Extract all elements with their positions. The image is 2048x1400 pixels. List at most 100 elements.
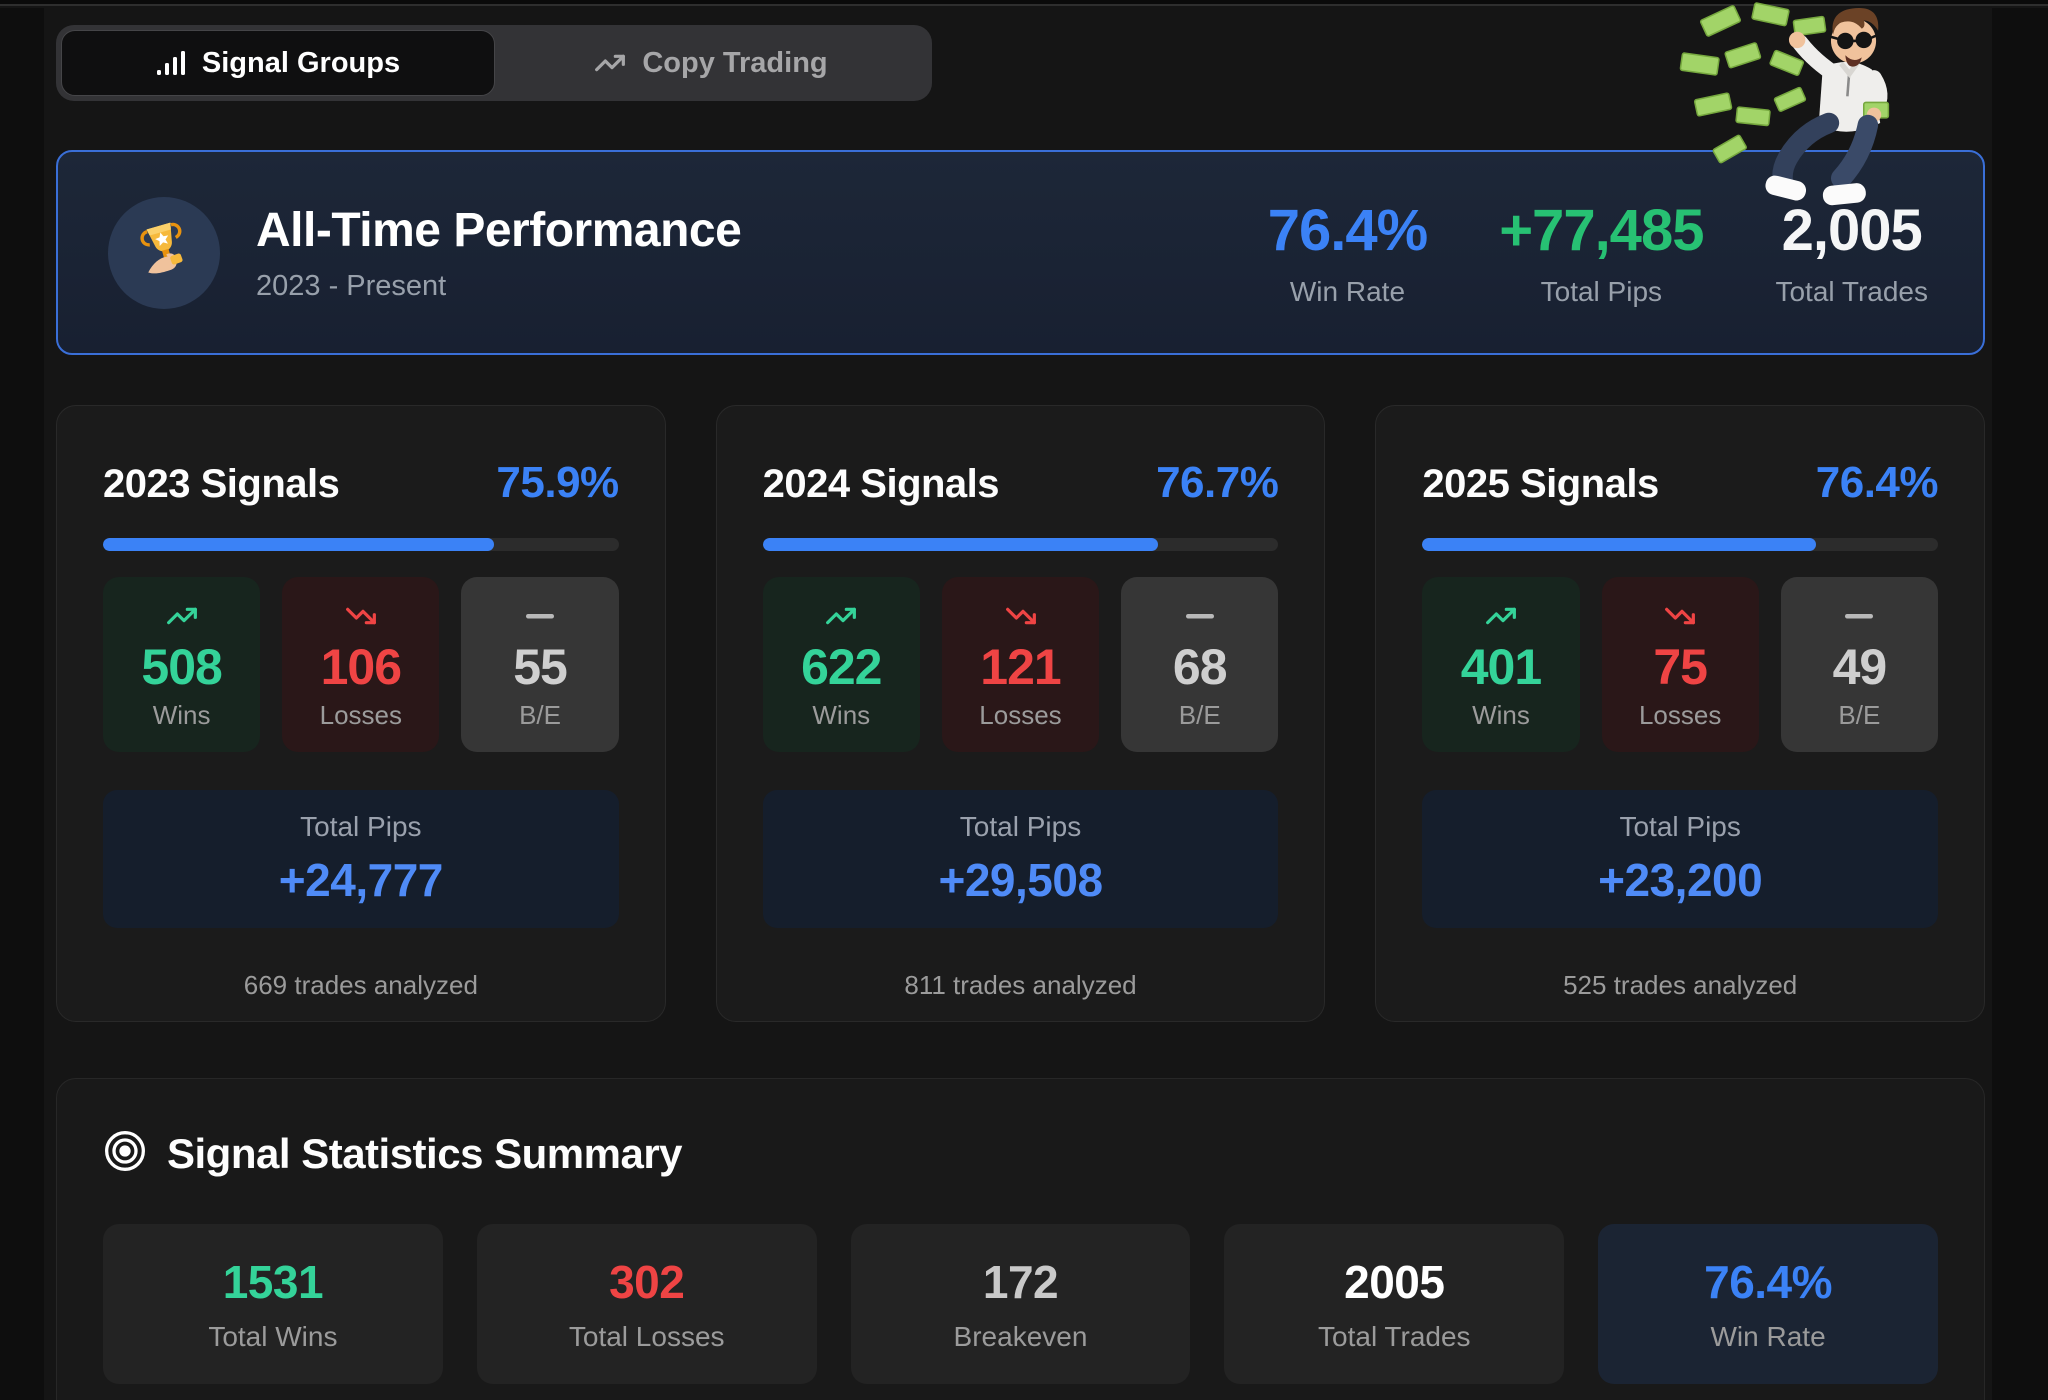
breakeven-tile: 49 B/E xyxy=(1780,577,1938,752)
banner-stat-total-trades: 2,005 Total Trades xyxy=(1775,197,1928,308)
trophy-badge xyxy=(108,196,220,309)
trophy-icon xyxy=(128,214,200,291)
pips-value: +24,777 xyxy=(278,854,444,906)
stat-label: Total Trades xyxy=(1775,276,1928,307)
tab-label: Signal Groups xyxy=(201,46,401,79)
signal-statistics-summary-card: Signal Statistics Summary 1531 Total Win… xyxy=(56,1078,1985,1400)
summary-tile-breakeven: 172 Breakeven xyxy=(850,1224,1191,1384)
tile-value: 55 xyxy=(513,639,568,695)
tab-label: Copy Trading xyxy=(642,46,828,79)
trades-analyzed-note: 525 trades analyzed xyxy=(1563,970,1798,1000)
trend-up-icon xyxy=(166,598,198,634)
trend-down-icon xyxy=(1664,598,1696,634)
banner-subtitle: 2023 - Present xyxy=(256,269,447,302)
target-icon xyxy=(103,1129,147,1178)
tile-value: 172 xyxy=(982,1256,1059,1308)
year-card-2023: 2023 Signals 75.9% 508 Wins xyxy=(56,405,666,1022)
tile-label: Total Losses xyxy=(568,1321,725,1352)
total-pips-box: Total Pips +24,777 xyxy=(103,790,619,928)
wins-tile: 401 Wins xyxy=(1422,577,1580,752)
tile-label: Win Rate xyxy=(1710,1321,1826,1352)
trend-up-icon xyxy=(1485,598,1517,634)
card-win-rate: 76.4% xyxy=(1815,458,1939,507)
dash-icon xyxy=(1844,598,1874,634)
tab-switcher: Signal Groups Copy Trading xyxy=(56,25,932,101)
tile-value: 106 xyxy=(320,639,402,695)
progress-fill xyxy=(762,538,1159,551)
stat-value: 2,005 xyxy=(1781,198,1923,263)
trend-up-icon xyxy=(594,47,626,79)
summary-tiles-row: 1531 Total Wins 302 Total Losses 172 Bre… xyxy=(103,1224,1938,1384)
tile-label: Wins xyxy=(1472,700,1530,730)
summary-tile-win-rate: 76.4% Win Rate xyxy=(1598,1224,1938,1384)
trend-down-icon xyxy=(1005,598,1037,634)
progress-fill xyxy=(103,538,495,551)
trend-up-icon xyxy=(825,598,857,634)
losses-tile: 106 Losses xyxy=(282,577,440,752)
stat-value: 76.4% xyxy=(1267,198,1428,263)
pips-label: Total Pips xyxy=(959,811,1082,842)
tile-value: 401 xyxy=(1460,639,1542,695)
stat-label: Win Rate xyxy=(1289,276,1406,307)
tile-label: B/E xyxy=(1178,700,1221,730)
total-pips-box: Total Pips +29,508 xyxy=(762,790,1279,928)
pips-value: +29,508 xyxy=(938,854,1103,906)
breakeven-tile: 68 B/E xyxy=(1121,577,1279,752)
wins-tile: 508 Wins xyxy=(103,577,261,752)
losses-tile: 121 Losses xyxy=(941,577,1100,752)
alltime-performance-banner: All-Time Performance 2023 - Present 76.4… xyxy=(56,150,1985,355)
summary-tile-total-trades: 2005 Total Trades xyxy=(1224,1224,1565,1384)
year-card-2024: 2024 Signals 76.7% 622 Wins xyxy=(715,405,1326,1022)
pips-value: +23,200 xyxy=(1598,854,1763,906)
tile-value: 2005 xyxy=(1344,1256,1445,1308)
tile-label: Total Trades xyxy=(1318,1321,1471,1352)
top-divider xyxy=(0,0,2048,6)
total-pips-box: Total Pips +23,200 xyxy=(1422,790,1939,928)
win-rate-progress-bar xyxy=(762,538,1279,551)
tab-signal-groups[interactable]: Signal Groups xyxy=(61,30,495,96)
tile-label: Losses xyxy=(319,700,403,730)
banner-title: All-Time Performance xyxy=(256,203,742,257)
tile-value: 49 xyxy=(1832,639,1888,695)
trades-analyzed-note: 811 trades analyzed xyxy=(904,970,1137,1000)
card-title: 2023 Signals xyxy=(103,462,340,506)
tile-label: Breakeven xyxy=(953,1321,1088,1352)
tile-value: 121 xyxy=(980,639,1061,695)
pips-label: Total Pips xyxy=(300,811,422,842)
tile-label: B/E xyxy=(1838,700,1881,730)
dash-icon xyxy=(1185,598,1215,634)
tile-label: Wins xyxy=(152,700,211,730)
tile-label: Total Wins xyxy=(208,1321,338,1352)
tile-label: Losses xyxy=(1638,700,1722,730)
stat-value: +77,485 xyxy=(1499,198,1704,263)
money-celebration-illustration xyxy=(1672,2,1910,248)
tab-copy-trading[interactable]: Copy Trading xyxy=(495,30,927,96)
summary-title: Signal Statistics Summary xyxy=(167,1129,683,1177)
card-win-rate: 76.7% xyxy=(1156,458,1279,507)
page-left-margin xyxy=(0,8,44,1400)
summary-tile-total-losses: 302 Total Losses xyxy=(476,1224,817,1384)
year-card-2025: 2025 Signals 76.4% 401 Wins xyxy=(1375,405,1986,1022)
trend-down-icon xyxy=(345,598,377,634)
tile-value: 68 xyxy=(1172,639,1228,695)
card-title: 2024 Signals xyxy=(762,462,1000,506)
banner-stat-win-rate: 76.4% Win Rate xyxy=(1267,197,1428,308)
win-rate-progress-bar xyxy=(103,538,619,551)
wins-tile: 622 Wins xyxy=(762,577,920,752)
tile-value: 508 xyxy=(141,639,222,695)
summary-tile-total-wins: 1531 Total Wins xyxy=(103,1224,443,1384)
card-title: 2025 Signals xyxy=(1422,462,1659,506)
year-cards-row: 2023 Signals 75.9% 508 Wins xyxy=(56,405,1986,1022)
breakeven-tile: 55 B/E xyxy=(461,577,619,752)
banner-text: All-Time Performance 2023 - Present xyxy=(256,203,742,303)
tile-value: 1531 xyxy=(222,1256,324,1308)
tile-value: 622 xyxy=(801,639,882,695)
tile-value: 76.4% xyxy=(1704,1256,1833,1308)
banner-stat-total-pips: +77,485 Total Pips xyxy=(1499,197,1704,308)
tile-value: 302 xyxy=(609,1256,685,1308)
win-rate-progress-bar xyxy=(1422,538,1939,551)
progress-fill xyxy=(1422,538,1817,551)
losses-tile: 75 Losses xyxy=(1601,577,1759,752)
tile-value: 75 xyxy=(1653,639,1708,695)
